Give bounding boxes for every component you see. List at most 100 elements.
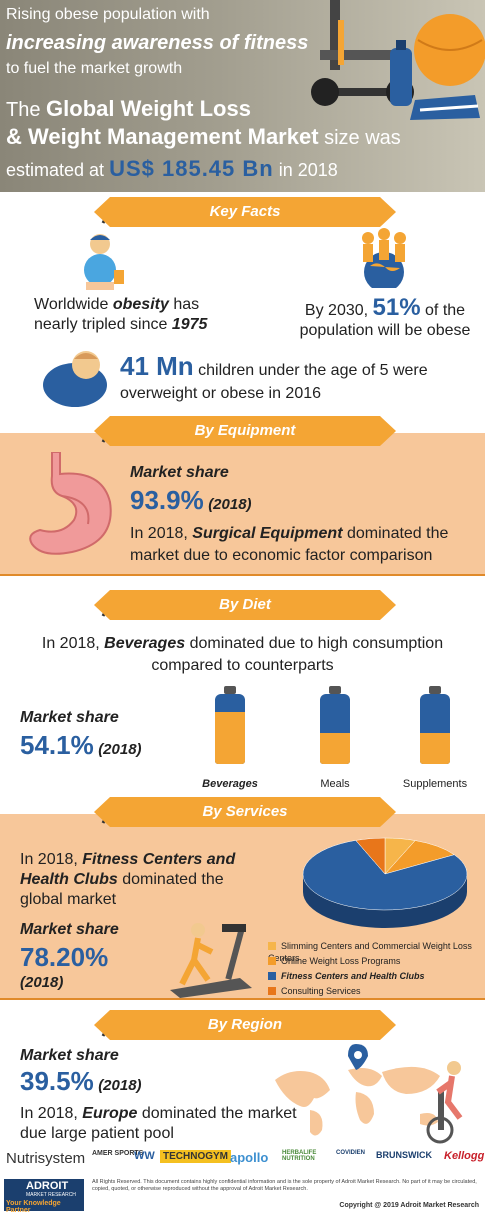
obesity-pre: Worldwide (34, 296, 109, 313)
diet-desc-2: compared to counterparts (151, 657, 334, 674)
bottle-fill (320, 732, 350, 764)
market-size-value: US$ 185.45 Bn (109, 156, 274, 181)
region-desc-bold: Europe (82, 1105, 138, 1122)
region-share-value: 39.5% (20, 1066, 94, 1096)
diet-desc-pre: In 2018, (41, 635, 100, 652)
legend-item: Fitness Centers and Health Clubs (268, 970, 425, 982)
footer: ADROIT MARKET RESEARCH Your Knowledge Pa… (0, 1176, 485, 1214)
legend-swatch (268, 942, 276, 950)
section-heading-diet: By Diet (94, 590, 396, 620)
diet-desc-bold: Beverages (104, 635, 186, 652)
legend-swatch (268, 987, 276, 995)
pie-slices (302, 837, 468, 928)
bottle-1 (215, 686, 245, 764)
services-desc-bold-1: Fitness Centers and (82, 851, 236, 868)
services-desc-post: dominated the (122, 871, 224, 888)
obesity-post: has (173, 296, 200, 313)
legend-item: Slimming Centers and Commercial Weight L… (268, 940, 485, 963)
equipment-share: 93.9% (2018) (130, 485, 252, 516)
equipment-share-year: (2018) (208, 496, 252, 513)
copyright-text: Copyright @ 2019 Adroit Market Research (339, 1202, 479, 1209)
bottle-3 (420, 686, 450, 764)
services-desc-bold-2: Health Clubs (20, 871, 118, 888)
equipment-desc-1: In 2018, Surgical Equipment dominated th… (130, 524, 448, 544)
bottle-cap (329, 686, 341, 694)
bottle-fill (215, 711, 245, 764)
title-line-3: estimated at US$ 185.45 Bn in 2018 (6, 156, 338, 182)
adroit-brand: ADROIT (26, 1180, 69, 1192)
section-heading-equipment: By Equipment (94, 416, 396, 446)
children-value: 41 Mn (120, 351, 194, 381)
title-bold-2: & Weight Management Market (6, 124, 319, 149)
logo-ww: WW (134, 1150, 155, 1162)
diet-desc-1: In 2018, Beverages dominated due to high… (0, 634, 485, 654)
bottle-body (320, 694, 350, 764)
legend-label: Slimming Centers and Commercial Weight L… (268, 941, 472, 963)
services-share-value: 78.20% (20, 942, 109, 972)
title-rest-2: size was (324, 127, 401, 149)
logo-brunswick: BRUNSWICK (376, 1150, 432, 1160)
region-desc-pre: In 2018, (20, 1105, 78, 1122)
logo-technogym: TECHNOGYM (160, 1150, 231, 1163)
pie-slice (302, 840, 468, 911)
bottle-body (215, 694, 245, 764)
adroit-tagline: Your Knowledge Partner (6, 1200, 61, 1214)
bottle-body (420, 694, 450, 764)
equipment-desc-2: market due to economic factor comparison (130, 547, 433, 564)
bottle-label: Meals (320, 778, 350, 790)
services-pie-chart (302, 837, 468, 928)
diet-share-year: (2018) (98, 741, 142, 758)
bottle-cap (224, 686, 236, 694)
region-share-year: (2018) (98, 1077, 142, 1094)
children-post: children under the age of 5 were (198, 362, 428, 379)
pop-post: of the (425, 302, 466, 319)
adroit-logo: ADROIT MARKET RESEARCH Your Knowledge Pa… (4, 1179, 84, 1214)
bottle-label: Supplements (402, 778, 468, 790)
diet-desc-post: dominated due to high consumption (189, 635, 444, 652)
obesity-word: obesity (112, 296, 169, 313)
equipment-divider (0, 574, 485, 576)
title-the: The (6, 99, 41, 121)
legend-swatch (268, 972, 276, 980)
region-desc-2: due large patient pool (20, 1125, 174, 1142)
bottle-fill (420, 732, 450, 764)
title-line-1: The Global Weight Loss (6, 96, 251, 122)
diet-share-value: 54.1% (20, 730, 94, 760)
legend-label: Fitness Centers and Health Clubs (281, 971, 425, 981)
gym-equipment-illustration (311, 0, 485, 120)
legend-item: Online Weight Loss Programs (268, 955, 400, 967)
stomach-icon (29, 452, 112, 555)
hero-line-2: increasing awareness of fitness (6, 32, 309, 54)
legend-swatch (268, 957, 276, 965)
equipment-desc-pre: In 2018, (130, 525, 188, 542)
diet-share: 54.1% (2018) (20, 730, 142, 761)
legend-item: Consulting Services (268, 985, 361, 997)
hero-line-3: to fuel the market growth (6, 60, 183, 77)
logo-amer-sports: AMER SPORTS (92, 1150, 144, 1157)
equipment-share-value: 93.9% (130, 485, 204, 515)
treadmill-icon (170, 923, 252, 998)
title-bold-1: Global Weight Loss (46, 96, 251, 121)
equipment-desc-post: dominated the (346, 525, 449, 542)
services-share-label: Market share (20, 921, 119, 938)
population-fact: By 2030, 51% of the population will be o… (290, 296, 480, 341)
adroit-brand-sub: MARKET RESEARCH (26, 1192, 76, 1198)
logo-apollo: apollo (230, 1150, 269, 1165)
obese-person-icon (84, 234, 124, 290)
pop-line-2: population will be obese (299, 322, 471, 339)
services-desc-1: In 2018, Fitness Centers and (20, 850, 235, 870)
legend-label: Consulting Services (281, 986, 361, 996)
region-desc-post: dominated the market (141, 1105, 297, 1122)
title-pre-3: estimated at (6, 160, 105, 180)
globe-population-icon (362, 228, 406, 288)
section-heading-services: By Services (94, 797, 396, 827)
rights-text: All Rights Reserved. This document conta… (92, 1179, 477, 1192)
hero-banner: Rising obese population with increasing … (0, 0, 485, 192)
services-desc-pre: In 2018, (20, 851, 78, 868)
obesity-fact: Worldwide obesity has nearly tripled sin… (34, 295, 207, 335)
bottle-2 (320, 686, 350, 764)
obesity-line-2: nearly tripled since (34, 316, 168, 333)
legend-label: Online Weight Loss Programs (281, 956, 401, 966)
pie-slice (355, 837, 386, 875)
hero-line-1: Rising obese population with (6, 6, 210, 23)
